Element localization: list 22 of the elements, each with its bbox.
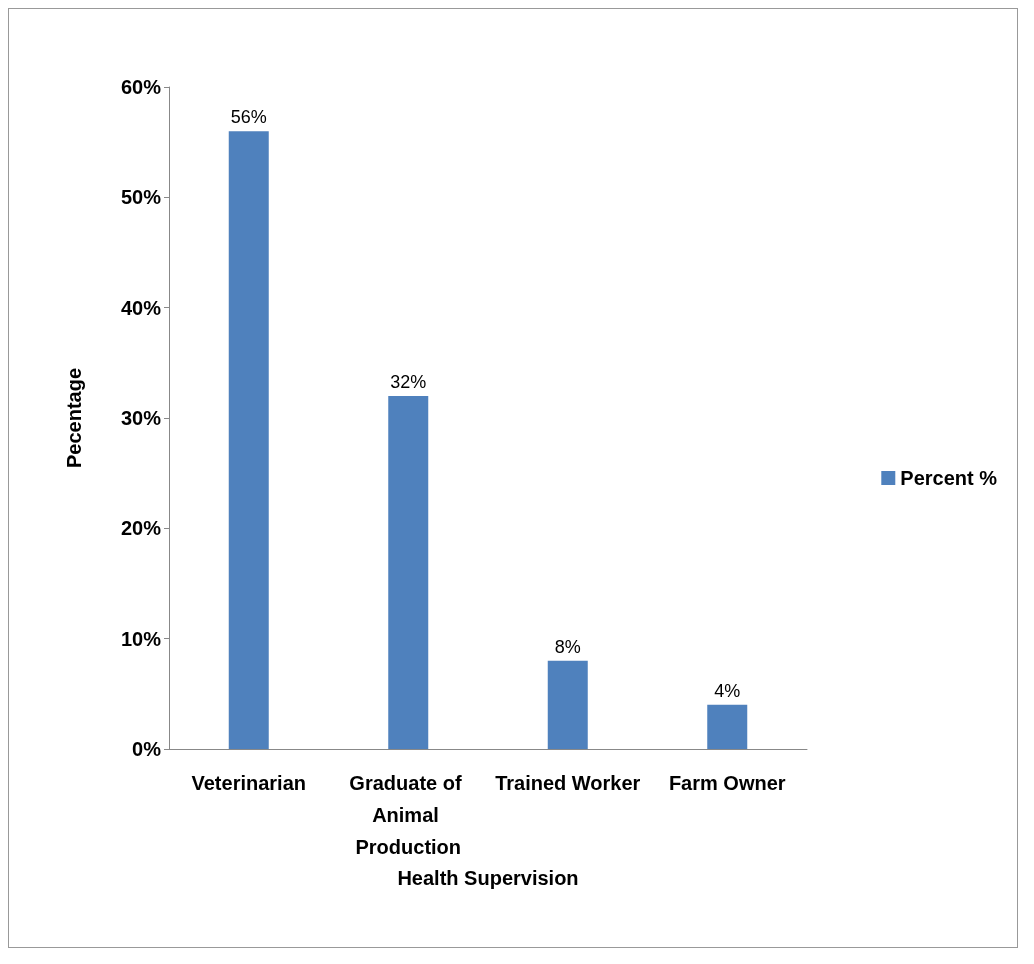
y-tick-label: 10% xyxy=(120,627,162,650)
data-label: 4% xyxy=(714,680,741,701)
x-tick-label: Farm Owner xyxy=(668,772,786,794)
data-label: 56% xyxy=(230,107,267,128)
y-tick-label: 0% xyxy=(132,738,162,760)
x-tick-label: Graduate of Animal Production xyxy=(349,772,468,858)
data-label: 8% xyxy=(554,636,581,657)
y-tick-label: 50% xyxy=(120,186,162,209)
y-axis-title: Pecentage xyxy=(63,367,85,469)
y-tick-label: 60% xyxy=(120,76,162,98)
x-tick-label: Trained Worker xyxy=(495,772,641,794)
y-tick-label: 40% xyxy=(120,296,162,319)
data-label: 32% xyxy=(390,371,427,392)
bar xyxy=(547,660,588,749)
bar xyxy=(388,395,429,749)
bar xyxy=(228,131,269,749)
x-tick-label: Veterinarian xyxy=(191,772,307,794)
y-tick-label: 20% xyxy=(120,517,162,540)
bar xyxy=(707,704,748,749)
legend-label: Percent % xyxy=(900,467,998,489)
y-tick-label: 30% xyxy=(120,407,162,429)
x-axis-title: Health Supervision xyxy=(397,866,579,889)
